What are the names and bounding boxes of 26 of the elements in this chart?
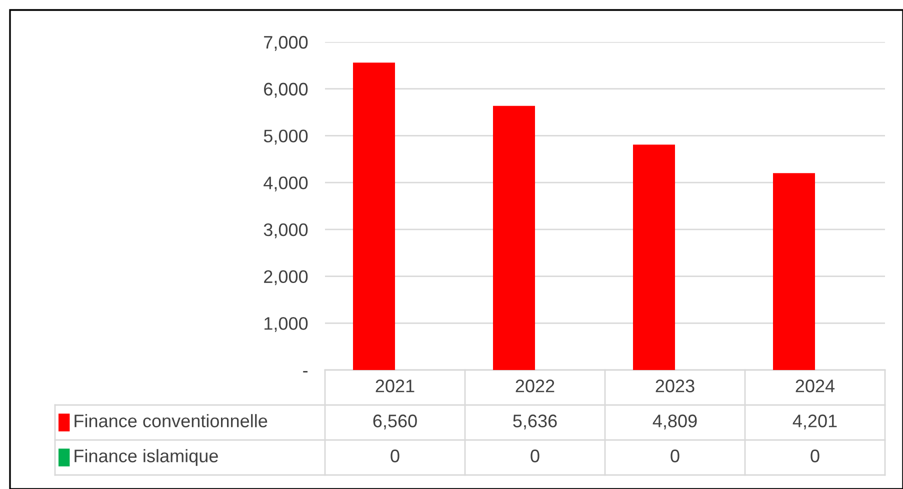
- data-label: 6,560: [373, 414, 417, 430]
- y-tick-label: 6,000: [264, 82, 308, 98]
- data-label: 0: [670, 450, 680, 462]
- y-tick-label: 1,000: [264, 317, 308, 332]
- x-tick-label: 2023: [656, 380, 694, 392]
- bar: [633, 144, 675, 370]
- y-tick-label: -: [303, 371, 308, 372]
- x-tick-label: 2022: [516, 380, 554, 392]
- data-label: 0: [390, 450, 400, 462]
- legend-label: Finance islamique: [74, 449, 218, 466]
- y-tick-label: 4,000: [264, 176, 308, 192]
- y-tick-label: 2,000: [264, 270, 308, 286]
- bar: [493, 106, 535, 370]
- x-tick-label: 2024: [796, 380, 835, 392]
- bar: [353, 62, 395, 370]
- y-tick-label: 5,000: [264, 130, 308, 145]
- y-tick-label: 7,000: [264, 36, 308, 51]
- legend-label: Finance conventionnelle: [74, 414, 268, 428]
- data-label: 0: [810, 450, 820, 462]
- data-label: 4,809: [652, 414, 697, 430]
- data-label: 0: [530, 450, 540, 462]
- x-tick-label: 2021: [376, 380, 414, 392]
- data-label: 5,636: [513, 414, 557, 430]
- y-tick-label: 3,000: [264, 223, 308, 238]
- data-label: 4,201: [792, 414, 837, 430]
- bar: [773, 173, 815, 370]
